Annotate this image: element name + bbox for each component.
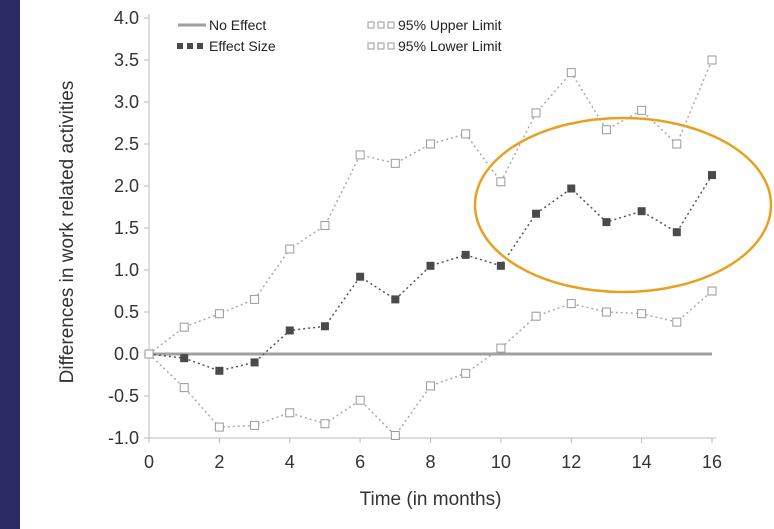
legend-swatch-effect-size <box>187 43 193 49</box>
legend-label-no-effect: No Effect <box>209 17 266 33</box>
lower-limit-point <box>285 408 295 418</box>
effect-size-point <box>356 272 365 281</box>
effect-size-point <box>426 261 435 270</box>
upper-limit-point <box>601 125 611 135</box>
lower-limit-point <box>566 299 576 309</box>
lower-limit-point <box>214 422 224 432</box>
legend-swatch-upper-limit <box>377 21 385 29</box>
legend-swatch-effect-size <box>197 43 203 49</box>
upper-limit-point <box>461 129 471 139</box>
lower-limit-point <box>250 420 260 430</box>
y-axis-title: Differences in work related activities <box>57 81 78 384</box>
line-chart: 4.0 3.5 3.0 2.5 2.0 1.5 1.0 0.5 0.0 -0.5 -1.00 2 4 6 8… <box>57 8 773 510</box>
effect-size-point <box>672 228 681 237</box>
legend-swatch-effect-size <box>177 43 183 49</box>
x-tick-label: 6 <box>355 452 365 472</box>
lower-limit-line <box>148 290 713 437</box>
lower-limit-point <box>179 383 189 393</box>
x-tick-label: 16 <box>702 452 722 472</box>
upper-limit-point <box>566 68 576 78</box>
legend-swatch-lower-limit <box>377 42 385 50</box>
effect-size-point <box>567 184 576 193</box>
upper-limit-point <box>496 177 506 187</box>
upper-limit-point <box>320 220 330 230</box>
lower-limit-point <box>426 381 435 391</box>
upper-limit-point <box>390 158 400 168</box>
lower-limit-point <box>531 311 541 321</box>
x-tick-label: 2 <box>214 452 224 472</box>
x-tick-label: 8 <box>425 452 435 472</box>
legend-label-effect-size: Effect Size <box>209 38 276 54</box>
slide-panel: 4.0 3.5 3.0 2.5 2.0 1.5 1.0 0.5 0.0 -0.5 -1.0 0 2 4 6 8… <box>20 0 774 529</box>
effect-size-line <box>148 174 713 372</box>
y-tick-label: 3.5 <box>114 50 139 70</box>
x-tick-label: 12 <box>561 452 581 472</box>
effect-size-point <box>250 358 259 367</box>
effect-size-point <box>320 322 329 331</box>
effect-size-point <box>602 218 611 227</box>
upper-limit-point <box>672 139 682 149</box>
lower-limit-point <box>496 343 506 353</box>
upper-limit-point <box>426 139 435 149</box>
upper-limit-point <box>214 309 224 319</box>
x-tick-label: 0 <box>144 452 154 472</box>
lower-limit-point <box>707 286 717 296</box>
effect-size-point <box>708 171 716 180</box>
upper-limit-point <box>285 244 295 254</box>
legend-swatch-upper-limit <box>367 21 375 29</box>
y-tick-label: 1.0 <box>114 260 139 280</box>
y-tick-label: 3.0 <box>114 92 139 112</box>
upper-limit-point <box>355 150 365 160</box>
effect-size-point <box>180 354 189 363</box>
upper-limit-point <box>531 108 541 118</box>
y-tick-label: 4.0 <box>114 8 139 28</box>
x-tick-label: 4 <box>285 452 295 472</box>
effect-size-point <box>285 326 294 335</box>
lower-limit-point <box>320 419 330 429</box>
x-axis-title: Time (in months) <box>360 489 502 510</box>
y-tick-label: 2.0 <box>114 176 139 196</box>
y-tick-label: 0.5 <box>114 302 139 322</box>
legend-swatch-lower-limit <box>387 42 395 50</box>
lower-limit-point <box>355 395 365 405</box>
legend-label-lower-limit: 95% Lower Limit <box>398 38 502 54</box>
lower-limit-point <box>601 307 611 317</box>
x-tick-label: 10 <box>491 452 511 472</box>
effect-size-point <box>461 250 470 259</box>
effect-size-point <box>532 209 541 218</box>
lower-limit-point <box>390 430 400 440</box>
upper-limit-point <box>250 294 260 304</box>
y-tick-label: 1.5 <box>114 218 139 238</box>
lower-limit-point <box>144 349 154 359</box>
x-tick-label: 14 <box>632 452 652 472</box>
upper-limit-line <box>148 59 713 355</box>
y-tick-label: 0.0 <box>114 344 139 364</box>
effect-size-point <box>496 261 505 270</box>
y-tick-label: 2.5 <box>114 134 139 154</box>
highlight-ellipse <box>473 116 773 294</box>
y-tick-label: -1.0 <box>108 428 139 448</box>
effect-size-point <box>637 207 646 216</box>
lower-limit-point <box>637 309 647 319</box>
legend-swatch-lower-limit <box>367 42 375 50</box>
effect-size-point <box>391 295 400 304</box>
lower-limit-point <box>672 317 682 327</box>
legend-label-upper-limit: 95% Upper Limit <box>398 17 502 33</box>
upper-limit-point <box>637 105 647 115</box>
legend-swatch-upper-limit <box>387 21 395 29</box>
upper-limit-point <box>179 322 189 332</box>
y-tick-label: -0.5 <box>108 386 139 406</box>
lower-limit-point <box>461 368 471 378</box>
upper-limit-point <box>707 55 717 65</box>
effect-size-point <box>215 366 224 375</box>
